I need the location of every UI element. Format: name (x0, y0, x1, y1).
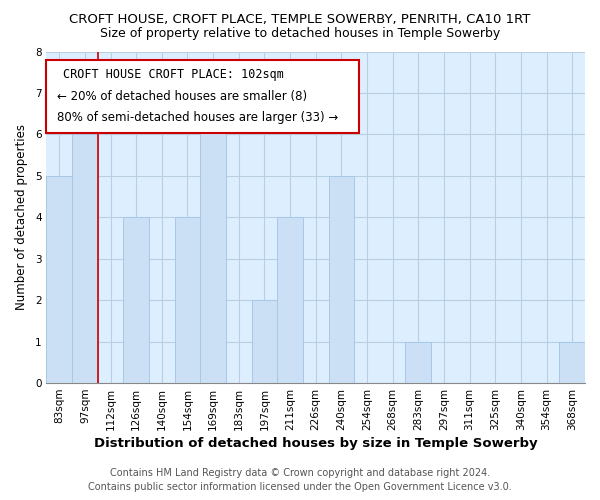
Text: 80% of semi-detached houses are larger (33) →: 80% of semi-detached houses are larger (… (57, 111, 338, 124)
Bar (46, 176, 72, 383)
Text: CROFT HOUSE CROFT PLACE: 102sqm: CROFT HOUSE CROFT PLACE: 102sqm (62, 68, 283, 81)
Bar (559, 342, 585, 383)
X-axis label: Distribution of detached houses by size in Temple Sowerby: Distribution of detached houses by size … (94, 437, 538, 450)
Text: ← 20% of detached houses are smaller (8): ← 20% of detached houses are smaller (8) (57, 90, 307, 102)
Text: Size of property relative to detached houses in Temple Sowerby: Size of property relative to detached ho… (100, 28, 500, 40)
Y-axis label: Number of detached properties: Number of detached properties (15, 124, 28, 310)
Bar (72, 134, 98, 383)
FancyBboxPatch shape (46, 60, 359, 132)
Bar (175, 218, 200, 383)
Bar (200, 93, 226, 383)
Bar (251, 300, 277, 383)
Bar (329, 176, 354, 383)
Bar (124, 218, 149, 383)
Text: Contains HM Land Registry data © Crown copyright and database right 2024.
Contai: Contains HM Land Registry data © Crown c… (88, 468, 512, 492)
Text: CROFT HOUSE, CROFT PLACE, TEMPLE SOWERBY, PENRITH, CA10 1RT: CROFT HOUSE, CROFT PLACE, TEMPLE SOWERBY… (70, 12, 530, 26)
Bar (406, 342, 431, 383)
Bar (277, 218, 303, 383)
